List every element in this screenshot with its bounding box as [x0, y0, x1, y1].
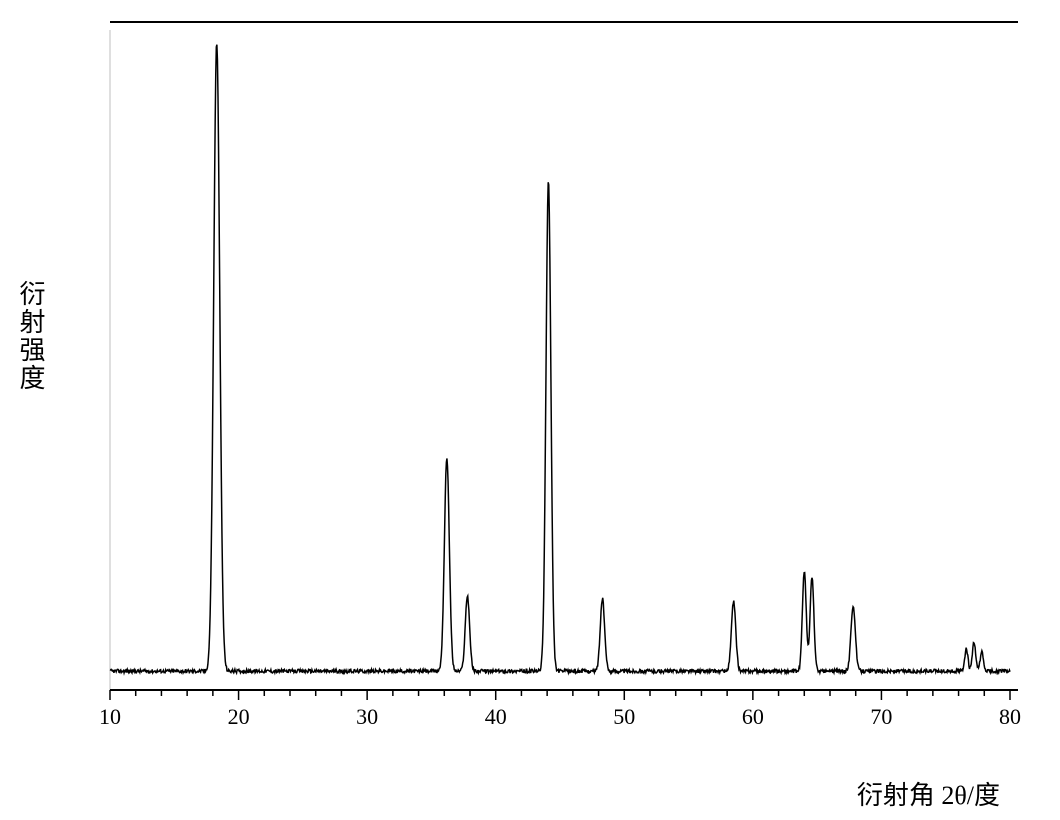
x-tick-label: 70 [870, 704, 892, 730]
ticks-group [110, 690, 1010, 700]
chart-container: 衍射强度 10 20 30 40 50 60 70 80 衍射角 2θ/度 [0, 0, 1060, 820]
x-axis-label: 衍射角 2θ/度 [857, 775, 1000, 812]
x-tick-label: 60 [742, 704, 764, 730]
x-tick-label: 30 [356, 704, 378, 730]
x-tick-label: 40 [485, 704, 507, 730]
x-tick-label: 20 [228, 704, 250, 730]
axes-group [110, 22, 1018, 690]
y-axis-label: 衍射强度 [12, 280, 49, 392]
x-tick-label: 10 [99, 704, 121, 730]
spectrum-line [110, 45, 1010, 673]
x-tick-label: 80 [999, 704, 1021, 730]
x-tick-label: 50 [613, 704, 635, 730]
xrd-plot [70, 10, 1030, 740]
